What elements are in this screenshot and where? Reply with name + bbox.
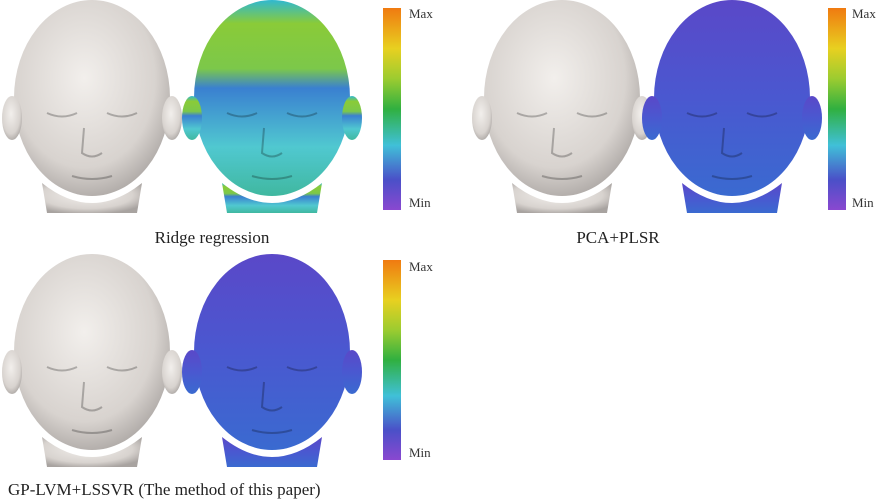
colorbar-min: Min: [409, 445, 431, 460]
reference-face: [472, 0, 652, 213]
error-face: [642, 0, 822, 213]
caption: Ridge regression: [155, 228, 270, 247]
reference-face: [2, 254, 182, 467]
error-face: [182, 0, 362, 213]
panel-ridge: Max Min Ridge regression: [2, 0, 433, 247]
caption: GP-LVM+LSSVR (The method of this paper): [8, 480, 321, 499]
panel-gplvm: Max Min GP-LVM+LSSVR (The method of this…: [2, 254, 433, 499]
colorbar-max: Max: [852, 6, 876, 21]
error-face: [182, 254, 362, 467]
colorbar: [383, 8, 401, 210]
colorbar: [383, 260, 401, 460]
colorbar-max: Max: [409, 259, 433, 274]
reference-face: [2, 0, 182, 213]
colorbar: [828, 8, 846, 210]
panel-pca: Max Min PCA+PLSR: [472, 0, 876, 247]
colorbar-max: Max: [409, 6, 433, 21]
colorbar-min: Min: [409, 195, 431, 210]
figure: Max Min Ridge regression Max Min PCA+PLS…: [0, 0, 880, 504]
caption: PCA+PLSR: [576, 228, 660, 247]
colorbar-min: Min: [852, 195, 874, 210]
